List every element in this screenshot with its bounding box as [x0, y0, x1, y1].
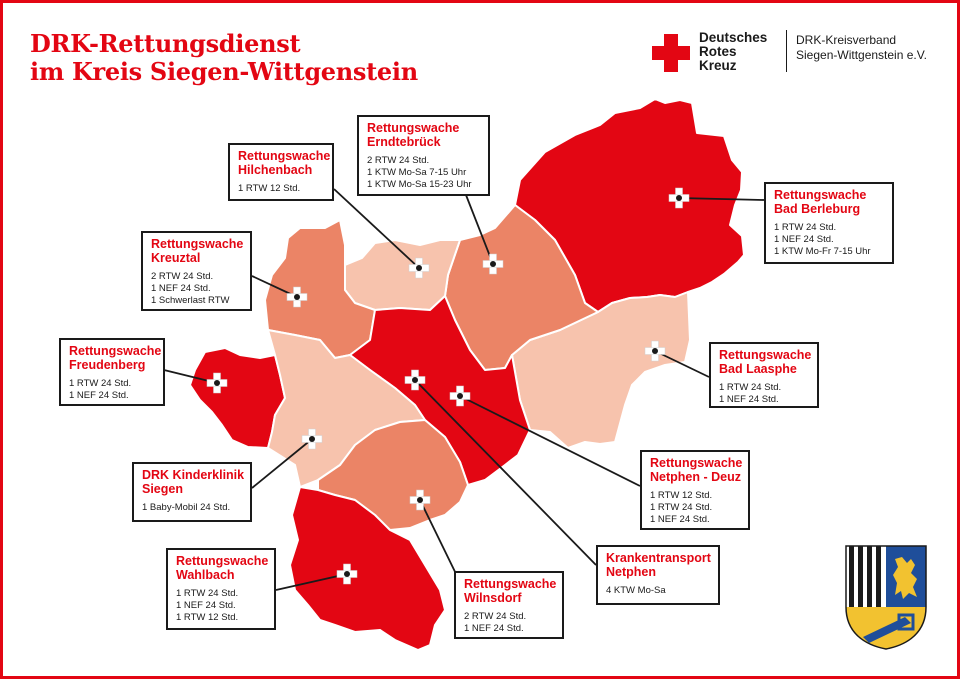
station-resource: 1 NEF 24 Std.	[464, 623, 524, 634]
station-marker-kreuztal	[286, 286, 308, 308]
station-box-erndtebrueck: Rettungswache Erndtebrück 2 RTW 24 Std. 1 …	[357, 115, 490, 196]
station-box-hilchenbach: Rettungswache Hilchenbach 1 RTW 12 Std.	[228, 143, 334, 201]
station-title: Rettungswache	[719, 348, 812, 362]
leader-line-erndtebrueck	[465, 194, 494, 265]
station-box-bad-laasphe: Rettungswache Bad Laasphe 1 RTW 24 Std. 1 …	[709, 342, 819, 408]
kreisverband-line-1: DRK-Kreisverband	[796, 33, 897, 47]
drk-logo: Deutsches Rotes Kreuz DRK-Kreisverband S…	[652, 30, 932, 74]
logo-divider	[786, 30, 787, 72]
station-resource: 2 RTW 24 Std.	[151, 271, 214, 282]
station-marker-netphen-deuz	[449, 385, 471, 407]
station-resource: 1 RTW 12 Std.	[176, 612, 239, 623]
leader-line-wahlbach	[275, 573, 348, 591]
station-resource: 1 KTW Mo-Fr 7-15 Uhr	[774, 246, 871, 257]
station-title: Netphen	[606, 564, 656, 579]
station-resource: 2 RTW 24 Std.	[464, 611, 527, 622]
station-box-wilnsdorf: Rettungswache Wilnsdorf 2 RTW 24 Std. 1 NE…	[454, 571, 564, 639]
station-box-netphen-deuz: Rettungswache Netphen - Deuz 1 RTW 12 Std…	[640, 450, 750, 530]
station-resource: 1 KTW Mo-Sa 7-15 Uhr	[367, 167, 467, 178]
station-title: Rettungswache	[176, 554, 269, 568]
station-resource: 1 RTW 24 Std.	[719, 382, 782, 393]
station-marker-wilnsdorf	[409, 489, 431, 511]
station-title: Bad Laasphe	[719, 361, 797, 376]
leader-line-netphen-deuz	[459, 395, 641, 487]
red-cross-icon	[652, 34, 690, 72]
station-title: Rettungswache	[464, 577, 557, 591]
station-title: Rettungswache	[774, 188, 867, 202]
logo-line-3: Kreuz	[699, 58, 737, 73]
station-title: Hilchenbach	[238, 162, 313, 177]
station-marker-erndtebrueck	[482, 253, 504, 275]
station-box-freudenberg: Rettungswache Freudenberg 1 RTW 24 Std. 1 …	[59, 338, 165, 406]
station-title: Rettungswache	[238, 149, 331, 163]
station-resource: 1 NEF 24 Std.	[69, 390, 129, 401]
station-box-wahlbach: Rettungswache Wahlbach 1 RTW 24 Std. 1 NEF…	[166, 548, 276, 630]
station-resource: 1 RTW 12 Std.	[650, 490, 713, 501]
station-box-krankentransport-netphen: Krankentransport Netphen 4 KTW Mo-Sa	[596, 545, 720, 605]
station-resource: 1 Baby-Mobil 24 Std.	[142, 502, 231, 513]
logo-line-1: Deutsches	[699, 30, 768, 45]
station-resource: 1 NEF 24 Std.	[774, 234, 834, 245]
station-resource: 1 Schwerlast RTW	[151, 295, 230, 306]
station-marker-kinderklinik	[301, 428, 323, 450]
station-resource: 1 NEF 24 Std.	[719, 394, 779, 405]
leader-line-bad-berleburg	[678, 197, 765, 201]
station-resource: 1 RTW 24 Std.	[774, 222, 837, 233]
station-resource: 1 KTW Mo-Sa 15-23 Uhr	[367, 179, 472, 190]
leader-line-krankentransport-netphen	[414, 379, 597, 566]
station-title: Siegen	[142, 481, 183, 496]
title-line-2: im Kreis Siegen-Wittgenstein	[30, 57, 418, 86]
station-resource: 1 RTW 24 Std.	[69, 378, 132, 389]
station-title: Netphen - Deuz	[650, 469, 741, 484]
station-box-kinderklinik: DRK Kinderklinik Siegen 1 Baby-Mobil 24 S…	[132, 462, 252, 522]
station-marker-wahlbach	[336, 563, 358, 585]
station-resource: 1 RTW 24 Std.	[650, 502, 713, 513]
station-title: Rettungswache	[69, 344, 162, 358]
station-marker-bad-berleburg	[668, 187, 690, 209]
leader-line-bad-laasphe	[654, 350, 710, 378]
station-marker-hilchenbach	[408, 257, 430, 279]
leader-line-wilnsdorf	[419, 499, 461, 583]
station-box-kreuztal: Rettungswache Kreuztal 2 RTW 24 Std. 1 NEF…	[141, 231, 252, 311]
station-title: Freudenberg	[69, 357, 146, 372]
logo-wordmark: Deutsches Rotes Kreuz	[699, 31, 767, 73]
district-coat-of-arms	[845, 545, 927, 650]
station-resource: 1 RTW 24 Std.	[176, 588, 239, 599]
station-title: Wilnsdorf	[464, 590, 522, 605]
title-line-1: DRK-Rettungsdienst	[30, 29, 301, 58]
page-title: DRK-Rettungsdienst im Kreis Siegen-Wittg…	[30, 30, 418, 86]
station-resource: 1 NEF 24 Std.	[151, 283, 211, 294]
leader-line-kinderklinik	[251, 438, 313, 489]
station-marker-krankentransport-netphen	[404, 369, 426, 391]
leader-line-hilchenbach	[333, 188, 420, 269]
station-title: Kreuztal	[151, 250, 201, 265]
station-title: Krankentransport	[606, 551, 711, 565]
station-resource: 4 KTW Mo-Sa	[606, 585, 666, 596]
station-title: DRK Kinderklinik	[142, 468, 245, 482]
station-marker-freudenberg	[206, 372, 228, 394]
station-resource: 1 RTW 12 Std.	[238, 183, 301, 194]
logo-line-2: Rotes	[699, 44, 737, 59]
kreisverband-name: DRK-Kreisverband Siegen-Wittgenstein e.V…	[796, 33, 927, 63]
station-box-bad-berleburg: Rettungswache Bad Berleburg 1 RTW 24 Std.…	[764, 182, 894, 264]
station-title: Rettungswache	[650, 456, 743, 470]
station-resource: 1 NEF 24 Std.	[176, 600, 236, 611]
station-resource: 1 NEF 24 Std.	[650, 514, 710, 525]
station-resource: 2 RTW 24 Std.	[367, 155, 430, 166]
station-title: Wahlbach	[176, 567, 235, 582]
station-title: Bad Berleburg	[774, 201, 861, 216]
station-marker-bad-laasphe	[644, 340, 666, 362]
station-title: Rettungswache	[367, 121, 460, 135]
kreisverband-line-2: Siegen-Wittgenstein e.V.	[796, 48, 927, 62]
station-title: Erndtebrück	[367, 134, 441, 149]
station-title: Rettungswache	[151, 237, 244, 251]
